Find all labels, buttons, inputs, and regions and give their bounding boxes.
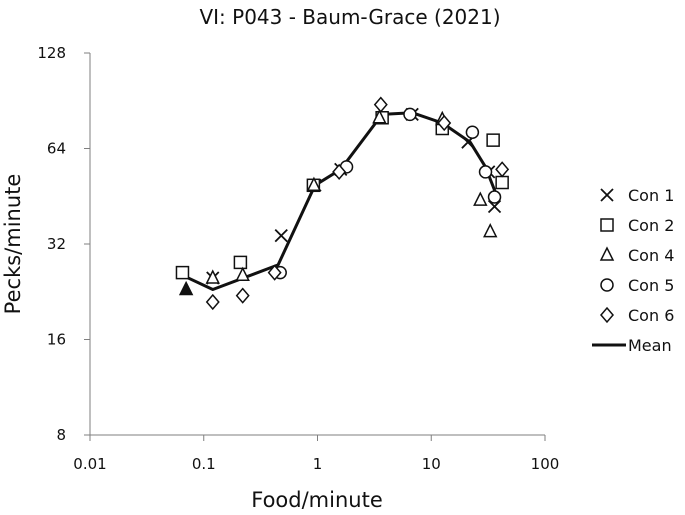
y-tick-label: 16: [47, 331, 66, 349]
legend-item: Con 2: [600, 216, 674, 235]
diamond-point: [205, 293, 220, 311]
legend-label: Con 1: [628, 186, 674, 205]
series-layer: [175, 96, 510, 311]
legend-label: Con 2: [628, 216, 674, 235]
mean-line: [181, 111, 499, 291]
series-con-2: [175, 111, 509, 280]
plot-area: 0.01 0.1 1 10 100 8 16 32 64 128: [37, 44, 559, 473]
series-con-4: [178, 109, 498, 296]
ticks-layer: 0.01 0.1 1 10 100 8 16 32 64 128: [37, 44, 559, 473]
square-point: [486, 133, 500, 147]
diamond-point: [332, 163, 347, 181]
x-tick-label: 0.1: [192, 455, 216, 473]
diamond-point: [495, 161, 510, 178]
legend-swatch-circle: [600, 278, 614, 292]
x-point: [274, 229, 288, 243]
x-tick-label: 0.01: [73, 455, 106, 473]
circle-point: [403, 107, 417, 122]
circle-point: [487, 190, 502, 204]
circle-point: [465, 125, 480, 140]
triangle-point: [306, 176, 322, 192]
y-tick-label: 32: [47, 235, 66, 253]
square-point: [233, 255, 248, 270]
triangle-point: [235, 266, 250, 282]
triangle-point: [483, 222, 498, 238]
series-con-1: [206, 107, 502, 285]
legend-label: Con 4: [628, 246, 674, 265]
x-tick-label: 1: [313, 455, 323, 473]
legend-swatch-diamond: [600, 306, 614, 324]
legend-item: Con 4: [599, 246, 674, 265]
chart-title: VI: P043 - Baum-Grace (2021): [199, 5, 500, 29]
legend-item: Con 5: [600, 276, 674, 295]
legend-swatch-x: [600, 188, 614, 202]
legend-swatch-triangle: [599, 246, 615, 261]
triangle-point: [372, 109, 387, 124]
triangle-point: [473, 191, 488, 206]
y-axis-label: Pecks/minute: [1, 174, 25, 315]
x-tick-label: 100: [531, 455, 560, 473]
legend-item: Con 6: [600, 306, 674, 325]
y-tick-label: 128: [37, 44, 66, 62]
series-con-6: [205, 96, 510, 311]
y-tick-label: 64: [47, 140, 66, 158]
triangle-point: [178, 280, 194, 296]
legend-label: Con 6: [628, 306, 674, 325]
square-point: [495, 175, 509, 190]
circle-point: [478, 165, 493, 179]
series-con-5: [273, 107, 502, 280]
x-point: [487, 199, 502, 214]
x-axis-label: Food/minute: [251, 488, 383, 512]
legend-label: Mean: [628, 336, 672, 355]
diamond-point: [437, 114, 452, 132]
triangle-point: [205, 269, 220, 284]
legend-swatch-square: [600, 218, 614, 232]
square-point: [175, 265, 190, 280]
legend-item: Con 1: [600, 186, 674, 205]
diamond-point: [267, 264, 282, 281]
diamond-point: [235, 287, 250, 304]
legend-label: Con 5: [628, 276, 674, 295]
diamond-point: [373, 96, 388, 113]
legend-item: Mean: [592, 336, 672, 355]
x-tick-label: 10: [422, 455, 441, 473]
legend: Con 1 Con 2 Con 4 Con 5 Con 6 Mean: [592, 186, 674, 355]
y-tick-label: 8: [56, 426, 66, 444]
